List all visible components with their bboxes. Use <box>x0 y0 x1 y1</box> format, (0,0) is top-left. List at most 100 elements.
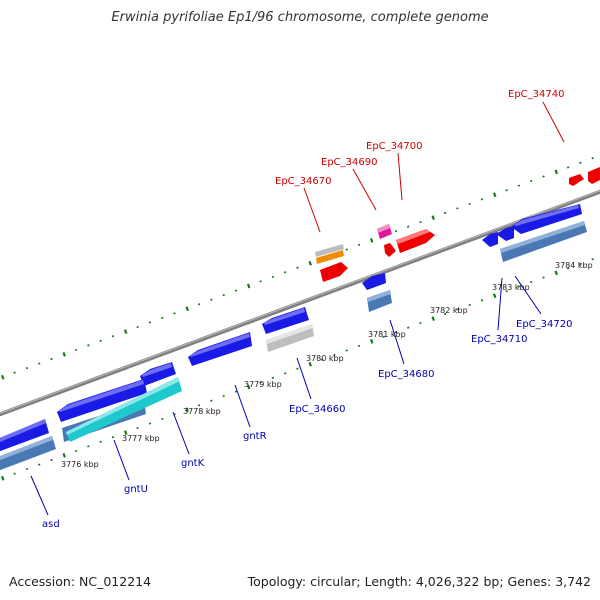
reverse-tick <box>505 290 508 293</box>
forward-strand-ticks <box>0 157 594 380</box>
chromosome-backbone <box>0 189 600 417</box>
kbp-label: 3776 kbp <box>61 460 99 469</box>
reverse-tick <box>468 303 471 307</box>
reverse-tick <box>148 422 152 425</box>
forward-tick <box>566 166 570 169</box>
gene-label-epc-34720[interactable]: EpC_34720 <box>516 319 572 330</box>
reverse-tick <box>345 349 348 352</box>
forward-tick <box>579 161 582 164</box>
forward-tick <box>369 238 374 243</box>
gene-label-epc-34660[interactable]: EpC_34660 <box>289 404 345 415</box>
gene-epc-34700-arrow[interactable] <box>396 229 435 253</box>
gene-asd-blue-highlight <box>0 419 46 442</box>
gene-asd-blue[interactable] <box>0 419 49 453</box>
forward-tick <box>345 248 348 251</box>
gene-label-epc-34670[interactable]: EpC_34670 <box>275 176 331 187</box>
label-leader-lines <box>30 101 565 516</box>
reverse-tick <box>369 339 374 344</box>
reverse-tick <box>554 270 558 276</box>
reverse-tick <box>357 344 361 348</box>
reverse-tick <box>566 267 570 270</box>
reverse-tick <box>591 258 594 261</box>
reverse-tick <box>382 335 385 338</box>
gene-right-blue-arrow-3-highlight <box>514 205 579 226</box>
gene-label-epc-34740[interactable]: EpC_34740 <box>508 89 564 100</box>
gene-epc-34680-blue[interactable] <box>362 273 386 290</box>
leader-epc-34690 <box>352 168 377 211</box>
reverse-tick <box>529 280 533 284</box>
forward-tick <box>37 362 41 365</box>
reverse-tick <box>259 381 262 384</box>
gene-label-epc-34680[interactable]: EpC_34680 <box>378 369 434 380</box>
forward-tick <box>173 312 176 315</box>
gene-partial-forward-arrow[interactable] <box>588 167 600 184</box>
reverse-tick <box>0 475 5 481</box>
gene-right-blue-arrow-2[interactable] <box>496 226 514 241</box>
forward-tick <box>87 344 90 347</box>
map-title: Erwinia pyrifoliae Ep1/96 chromosome, co… <box>111 10 489 25</box>
reverse-tick <box>13 472 16 475</box>
forward-tick <box>160 316 164 320</box>
gene-epc-34690-arrow[interactable] <box>384 243 396 257</box>
forward-tick <box>357 243 361 247</box>
forward-tick <box>0 374 5 380</box>
reverse-tick <box>210 399 213 402</box>
gene-label-gntk[interactable]: gntK <box>181 458 205 469</box>
forward-tick <box>210 298 213 301</box>
gene-epc-34740-arrow[interactable] <box>569 174 584 186</box>
gene-gntk-blue-highlight <box>142 363 172 377</box>
forward-tick <box>25 366 29 370</box>
gene-label-epc-34690[interactable]: EpC_34690 <box>321 157 377 168</box>
forward-tick <box>542 175 545 178</box>
leader-epc-34740 <box>542 101 565 143</box>
gene-epc-34660-blue-highlight <box>264 308 305 325</box>
forward-tick <box>554 169 558 175</box>
reverse-tick <box>123 430 128 435</box>
forward-tick <box>296 266 299 269</box>
gene-label-gntr[interactable]: gntR <box>243 431 267 442</box>
reverse-tick <box>50 458 53 462</box>
kbp-label: 3779 kbp <box>244 380 282 389</box>
reverse-tick <box>62 453 66 458</box>
leader-epc-34720 <box>514 275 542 315</box>
gene-right-steel-bar-highlight <box>500 221 585 253</box>
gene-label-gntu[interactable]: gntU <box>124 484 148 495</box>
reverse-strand-ticks <box>0 258 594 481</box>
leader-asd <box>30 475 49 516</box>
forward-tick <box>136 325 139 329</box>
reverse-tick <box>197 404 201 407</box>
gene-asd-steel-highlight <box>0 436 53 461</box>
leader-epc-34670 <box>303 187 321 233</box>
forward-tick <box>259 280 262 283</box>
kbp-label: 3781 kbp <box>368 330 406 339</box>
gene-epc-34680-steel-highlight <box>367 290 391 302</box>
gene-epc-34670-orange[interactable] <box>316 250 344 264</box>
reverse-tick <box>492 293 497 299</box>
kbp-label: 3777 kbp <box>122 434 160 443</box>
reverse-tick <box>296 367 299 370</box>
gene-label-epc-34700[interactable]: EpC_34700 <box>366 141 422 152</box>
gene-right-blue-arrow-1[interactable] <box>482 232 498 247</box>
genome-stats-text: Topology: circular; Length: 4,026,322 bp… <box>247 574 591 589</box>
kbp-label: 3780 kbp <box>306 354 344 363</box>
kbp-label: 3778 kbp <box>183 407 221 416</box>
reverse-tick <box>394 331 398 334</box>
reverse-tick <box>160 417 164 421</box>
chromosome-backbone-highlight <box>0 190 600 414</box>
reverse-tick <box>517 285 521 288</box>
forward-tick <box>99 339 102 342</box>
gene-gntu-blue-highlight <box>59 380 144 412</box>
reverse-tick <box>246 384 251 390</box>
gene-gntr-blue-highlight <box>190 333 250 357</box>
gene-label-asd[interactable]: asd <box>42 519 60 530</box>
kbp-label: 3782 kbp <box>430 306 468 315</box>
gene-epc-34670-grey[interactable] <box>315 244 344 257</box>
gene-label-epc-34710[interactable]: EpC_34710 <box>471 334 527 345</box>
reverse-tick <box>74 449 78 453</box>
forward-tick <box>431 215 435 220</box>
gene-asd-steel[interactable] <box>0 436 56 472</box>
gene-epc-34670-arrow[interactable] <box>320 262 348 282</box>
leader-epc-34660 <box>296 357 312 400</box>
reverse-tick <box>542 276 545 279</box>
